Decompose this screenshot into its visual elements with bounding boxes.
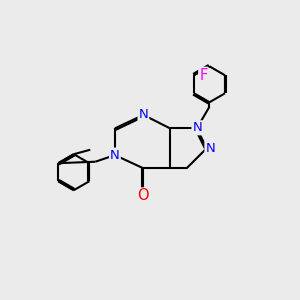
Text: N: N xyxy=(206,142,215,155)
Text: N: N xyxy=(139,108,148,122)
Text: N: N xyxy=(110,148,120,162)
Text: O: O xyxy=(138,188,149,203)
Text: N: N xyxy=(193,121,202,134)
Text: F: F xyxy=(199,68,208,83)
